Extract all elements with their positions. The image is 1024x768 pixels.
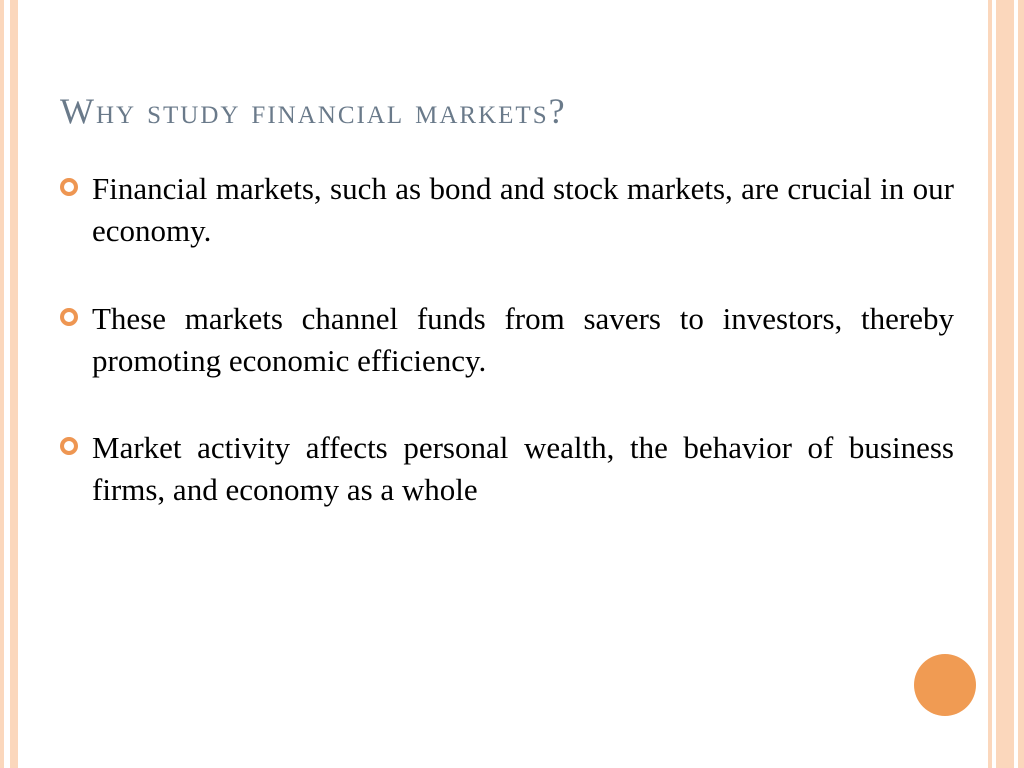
right-stripe-2 bbox=[996, 0, 1014, 768]
ring-bullet-icon bbox=[60, 437, 78, 455]
left-stripe-2 bbox=[10, 0, 18, 768]
bullet-item: These markets channel funds from savers … bbox=[60, 298, 954, 382]
bullet-text: Financial markets, such as bond and stoc… bbox=[92, 168, 954, 252]
slide-title-text: Why study financial markets? bbox=[60, 91, 567, 131]
bullet-item: Financial markets, such as bond and stoc… bbox=[60, 168, 954, 252]
bullet-list: Financial markets, such as bond and stoc… bbox=[60, 168, 964, 511]
right-stripe-1 bbox=[1018, 0, 1024, 768]
ring-bullet-icon bbox=[60, 178, 78, 196]
bullet-text: These markets channel funds from savers … bbox=[92, 298, 954, 382]
bullet-item: Market activity affects personal wealth,… bbox=[60, 427, 954, 511]
left-stripe-1 bbox=[0, 0, 4, 768]
slide-title: Why study financial markets? bbox=[60, 90, 964, 132]
slide-content: Why study financial markets? Financial m… bbox=[60, 90, 964, 557]
bullet-text: Market activity affects personal wealth,… bbox=[92, 427, 954, 511]
right-stripe-3 bbox=[988, 0, 992, 768]
ring-bullet-icon bbox=[60, 308, 78, 326]
decorative-circle-icon bbox=[914, 654, 976, 716]
